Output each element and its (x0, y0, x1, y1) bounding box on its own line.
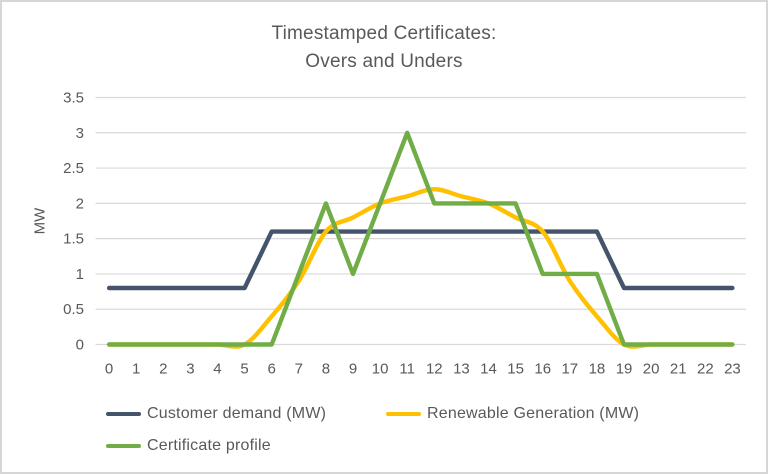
x-tick-label: 10 (372, 361, 389, 378)
y-tick-label: 2 (76, 195, 84, 212)
x-tick-label: 11 (399, 361, 415, 378)
legend-label: Customer demand (MW) (147, 405, 327, 422)
x-tick-label: 20 (643, 361, 660, 378)
y-tick-label: 1.5 (63, 231, 84, 248)
y-tick-label: 3.5 (63, 90, 84, 107)
legend-row-1: Customer demand (MW) Renewable Generation… (2, 402, 766, 426)
x-tick-label: 6 (268, 361, 276, 378)
x-tick-label: 16 (534, 361, 551, 378)
x-tick-label: 7 (295, 361, 303, 378)
legend-row-2: Certificate profile (2, 434, 766, 458)
y-tick-label: 3 (76, 125, 84, 142)
x-tick-label: 3 (186, 361, 194, 378)
series-line-certificate-profile (106, 130, 735, 347)
x-tick-label: 5 (240, 361, 248, 378)
x-tick-label: 9 (349, 361, 357, 378)
legend-item-customer-demand: Customer demand (MW) (106, 402, 326, 426)
chart-title: Timestamped Certificates: Overs and Unde… (2, 20, 766, 76)
x-tick-label: 17 (561, 361, 578, 378)
chart-title-line2: Overs and Unders (305, 51, 463, 72)
y-tick-label: 0.5 (63, 301, 84, 318)
legend-line-marker-icon (106, 411, 141, 417)
series-line-customer-demand (106, 229, 735, 291)
legend-item-renewable-generation: Renewable Generation (MW) (386, 402, 639, 426)
x-tick-label: 0 (105, 361, 113, 378)
series-line-renewable-generation (106, 187, 735, 349)
x-tick-label: 13 (453, 361, 470, 378)
x-tick-label: 21 (670, 361, 687, 378)
y-tick-label: 0 (76, 337, 84, 354)
chart-title-line1: Timestamped Certificates: (271, 23, 497, 44)
x-tick-label: 18 (589, 361, 606, 378)
legend-label: Certificate profile (147, 437, 271, 454)
legend-line-marker-icon (386, 411, 421, 417)
x-tick-label: 1 (132, 361, 140, 378)
x-tick-label: 15 (507, 361, 524, 378)
legend-item-certificate-profile: Certificate profile (106, 434, 271, 458)
x-tick-label: 23 (724, 361, 741, 378)
x-tick-label: 14 (480, 361, 497, 378)
x-tick-label: 12 (426, 361, 443, 378)
legend-line-marker-icon (106, 443, 141, 449)
y-tick-label: 2.5 (63, 160, 84, 177)
x-tick-label: 8 (322, 361, 330, 378)
x-tick-label: 19 (616, 361, 633, 378)
x-tick-label: 4 (213, 361, 221, 378)
y-axis-title: MW (32, 207, 49, 234)
x-tick-label: 22 (697, 361, 714, 378)
y-tick-label: 1 (76, 266, 84, 283)
x-tick-label: 2 (159, 361, 167, 378)
legend-label: Renewable Generation (MW) (427, 405, 640, 422)
